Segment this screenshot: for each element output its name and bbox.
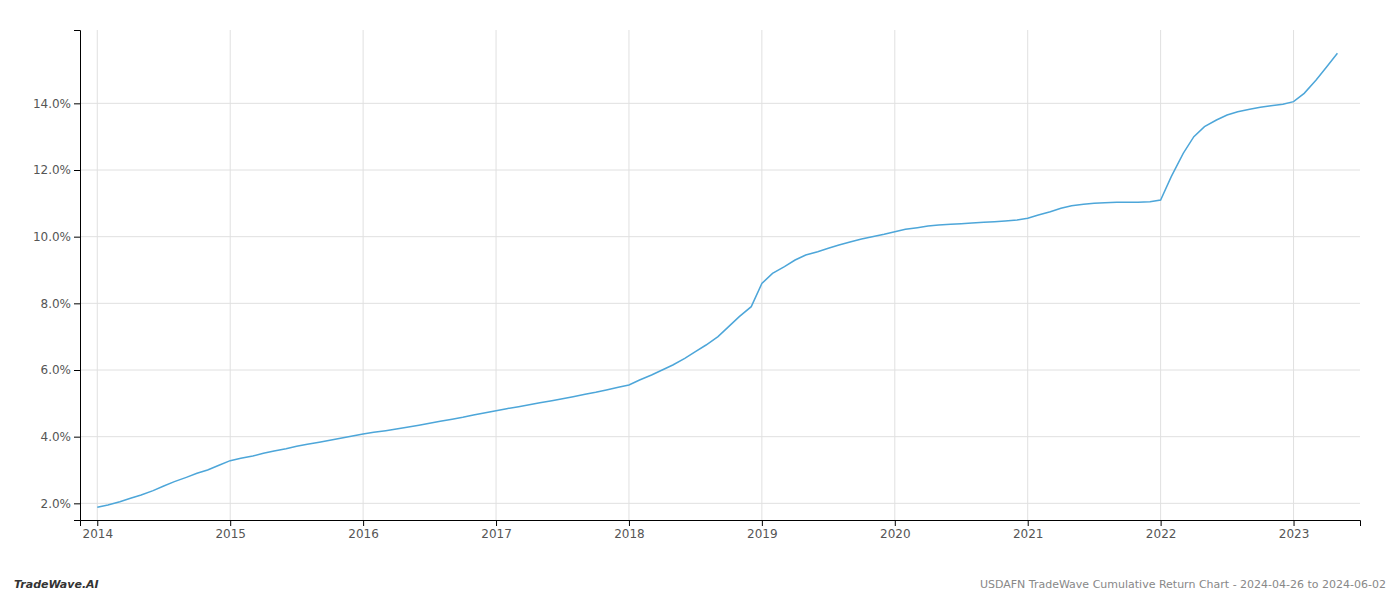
line xyxy=(97,53,1337,507)
tick: 14.0% xyxy=(33,97,80,111)
tick-mark xyxy=(74,303,80,304)
grid-line-x xyxy=(230,30,231,520)
grid-line-y xyxy=(80,170,1360,171)
tick-label: 2015 xyxy=(215,527,246,541)
tick: 2019 xyxy=(747,520,778,541)
x-axis: 2014 2015 2016 2017 2018 2019 2020 2021 2022 2023 xyxy=(81,520,1361,541)
tick-mark xyxy=(1028,520,1029,526)
tick-mark xyxy=(74,170,80,171)
grid-line-y xyxy=(80,503,1360,504)
grid-line-x xyxy=(496,30,497,520)
tick-label: 2021 xyxy=(1013,527,1044,541)
grid-line-y xyxy=(80,103,1360,104)
grid-line-x xyxy=(761,30,762,520)
tick: 2022 xyxy=(1146,520,1177,541)
chart: 2014 2015 2016 2017 2018 2019 2020 2021 2022 2023… xyxy=(0,0,1400,600)
grid-line-x xyxy=(894,30,895,520)
tick-label: 2014 xyxy=(83,527,114,541)
tick-mark xyxy=(230,520,231,526)
tick: 2.0% xyxy=(41,497,81,511)
tick-label: 14.0% xyxy=(33,97,71,111)
tick-mark xyxy=(363,520,364,526)
tick-mark xyxy=(1294,520,1295,526)
tick-label: 2023 xyxy=(1279,527,1310,541)
grid-line-x xyxy=(1293,30,1294,520)
tick-label: 12.0% xyxy=(33,163,71,177)
tick: 2016 xyxy=(348,520,379,541)
footer-text: TradeWave.AI xyxy=(14,578,99,591)
tick-label: 2017 xyxy=(481,527,512,541)
grid-line-x xyxy=(628,30,629,520)
grid-line-y xyxy=(80,370,1360,371)
tick-label: 4.0% xyxy=(41,430,72,444)
tick: 2021 xyxy=(1013,520,1044,541)
tick: 2014 xyxy=(83,520,114,541)
grid xyxy=(80,30,1360,520)
grid-line-y xyxy=(80,436,1360,437)
tick: 4.0% xyxy=(41,430,81,444)
tick: 2023 xyxy=(1279,520,1310,541)
tick-mark xyxy=(629,520,630,526)
tick: 10.0% xyxy=(33,230,80,244)
tick: 8.0% xyxy=(41,297,81,311)
footer-text: USDAFN TradeWave Cumulative Return Chart… xyxy=(980,578,1386,591)
tick: 2017 xyxy=(481,520,512,541)
tick-mark xyxy=(895,520,896,526)
tick-mark xyxy=(1161,520,1162,526)
tick-label: 2019 xyxy=(747,527,778,541)
tick: 2018 xyxy=(614,520,645,541)
plot-area xyxy=(97,53,1337,507)
tick-mark xyxy=(74,503,80,504)
tick-label: 6.0% xyxy=(41,363,72,377)
grid-line-x xyxy=(363,30,364,520)
y-axis: 2.0% 4.0% 6.0% 8.0% 10.0% 12.0% 14.0% xyxy=(33,31,81,521)
tick-mark xyxy=(74,103,80,104)
tick-label: 2022 xyxy=(1146,527,1177,541)
tick-label: 2018 xyxy=(614,527,645,541)
tick-mark xyxy=(97,520,98,526)
tick-label: 2016 xyxy=(348,527,379,541)
axis-line xyxy=(81,521,1361,527)
tick-mark xyxy=(496,520,497,526)
grid-line-x xyxy=(97,30,98,520)
tick-label: 8.0% xyxy=(41,297,72,311)
tick: 2020 xyxy=(880,520,911,541)
tick: 6.0% xyxy=(41,363,81,377)
tick-mark xyxy=(74,237,80,238)
tick: 2015 xyxy=(215,520,246,541)
grid-line-x xyxy=(1027,30,1028,520)
grid-line-y xyxy=(80,303,1360,304)
tick-label: 2020 xyxy=(880,527,911,541)
tick: 12.0% xyxy=(33,163,80,177)
tick-label: 2.0% xyxy=(41,497,72,511)
axis-line xyxy=(74,31,81,521)
tick-mark xyxy=(74,370,80,371)
grid-line-x xyxy=(1160,30,1161,520)
tick-label: 10.0% xyxy=(33,230,71,244)
tick-mark xyxy=(762,520,763,526)
grid-line-y xyxy=(80,236,1360,237)
tick-mark xyxy=(74,437,80,438)
